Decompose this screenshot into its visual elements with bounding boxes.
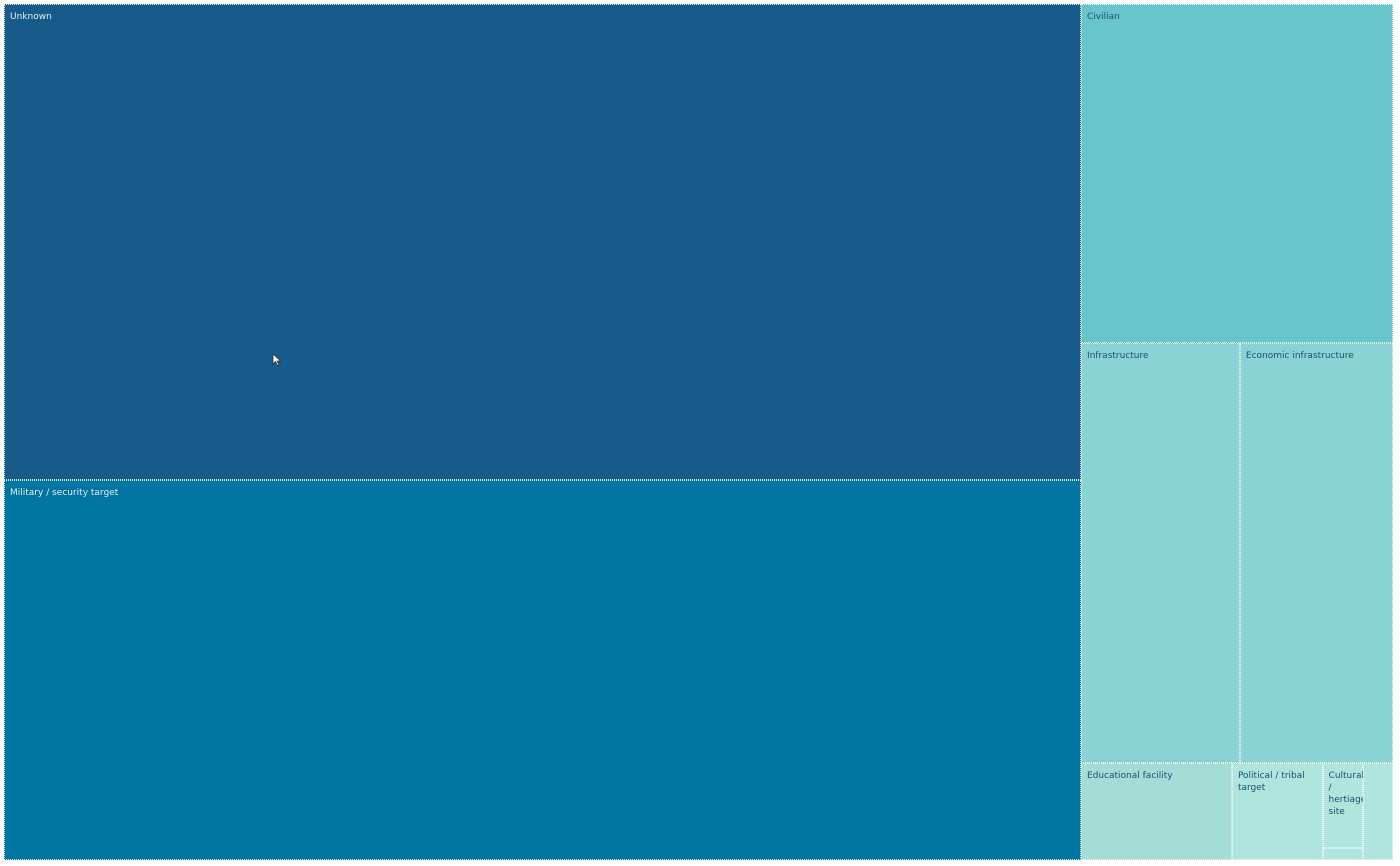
treemap-tile[interactable]: Infrastructure	[1080, 343, 1240, 763]
treemap-tile-label: Economic infrastructure	[1245, 351, 1354, 362]
treemap-tile[interactable]: Unknown	[4, 4, 1081, 480]
treemap-tile-label: Civilian	[1086, 12, 1120, 22]
mouse-cursor-icon	[272, 353, 282, 367]
treemap-tile[interactable]: Civilian	[1080, 4, 1393, 344]
treemap-tile[interactable]	[1362, 762, 1393, 860]
treemap-tile-label: Political / tribal target	[1237, 770, 1305, 793]
treemap-tile[interactable]	[1322, 847, 1363, 860]
treemap-tile[interactable]: Cultural / hertiage site	[1322, 762, 1367, 848]
treemap-tile[interactable]: Military / security target	[4, 479, 1081, 860]
treemap-tile-label: Military / security target	[10, 487, 119, 498]
treemap-tile[interactable]: Educational facility	[1080, 762, 1232, 860]
treemap-tile-label: Educational facility	[1086, 770, 1173, 781]
treemap-tile[interactable]: Economic infrastructure	[1239, 343, 1393, 763]
treemap-chart: Unknown Military / security target Civilia…	[4, 4, 1393, 860]
treemap-tile-label: Unknown	[10, 12, 52, 22]
treemap-tile-label: Cultural / hertiage site	[1328, 770, 1367, 817]
treemap-tile[interactable]: Political / tribal target	[1231, 762, 1323, 860]
treemap-tile-label: Infrastructure	[1086, 351, 1149, 362]
